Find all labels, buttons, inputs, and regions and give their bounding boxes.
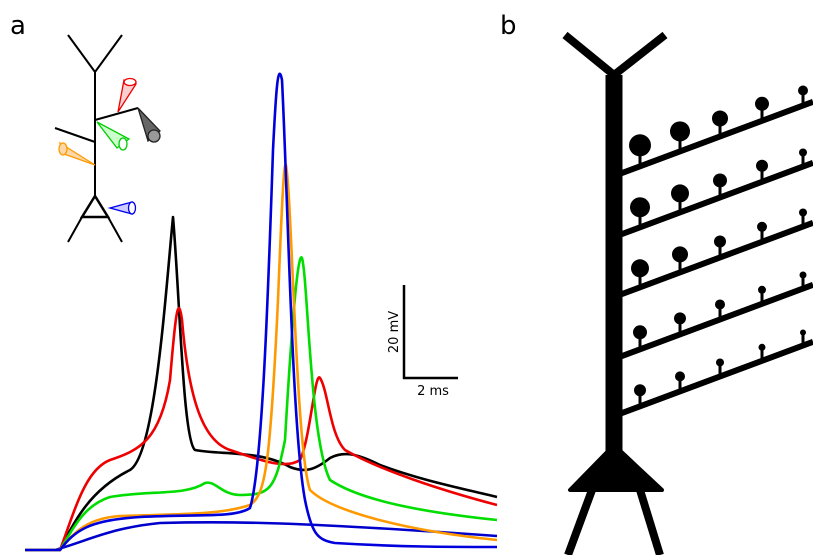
spine-head <box>633 325 647 340</box>
spine-head <box>799 208 807 217</box>
spine-head <box>714 235 726 248</box>
spine-head <box>756 159 768 172</box>
spine-head <box>634 384 646 397</box>
trace <box>25 520 498 552</box>
spine-head <box>713 173 727 188</box>
trace <box>25 306 498 552</box>
panel-label: b <box>500 11 517 41</box>
spine-head <box>629 134 651 157</box>
spine-head <box>630 197 650 218</box>
neuron-diagram <box>562 31 813 555</box>
spine-head <box>758 343 766 351</box>
trace <box>25 163 498 552</box>
branch <box>612 159 813 240</box>
trace <box>25 72 498 552</box>
neuron-schematic <box>54 34 139 243</box>
spine-head <box>712 110 728 127</box>
scale-bar <box>402 285 458 380</box>
spine-head <box>672 246 688 263</box>
pipettes <box>58 77 161 215</box>
scale-label: 2 ms <box>417 384 449 399</box>
scale-label: 20 mV <box>387 311 402 353</box>
spine-head <box>800 329 806 336</box>
spine-head <box>716 358 724 367</box>
spine-head <box>715 299 725 310</box>
spine-head <box>799 271 807 279</box>
branch <box>612 338 813 419</box>
branch <box>612 281 813 362</box>
spine-head <box>757 221 767 232</box>
branch <box>612 219 813 300</box>
spine-head <box>671 184 689 203</box>
branch <box>612 98 813 179</box>
spine-head <box>675 371 685 382</box>
spine-head <box>799 148 807 157</box>
spine-head <box>670 121 690 142</box>
spine-head <box>631 259 649 278</box>
spine-head <box>674 312 686 325</box>
trace <box>25 215 498 552</box>
spine-head <box>755 96 769 111</box>
spine-head <box>798 85 808 96</box>
panel-label: a <box>10 11 26 41</box>
spine-head <box>758 285 766 294</box>
trace <box>25 256 498 552</box>
